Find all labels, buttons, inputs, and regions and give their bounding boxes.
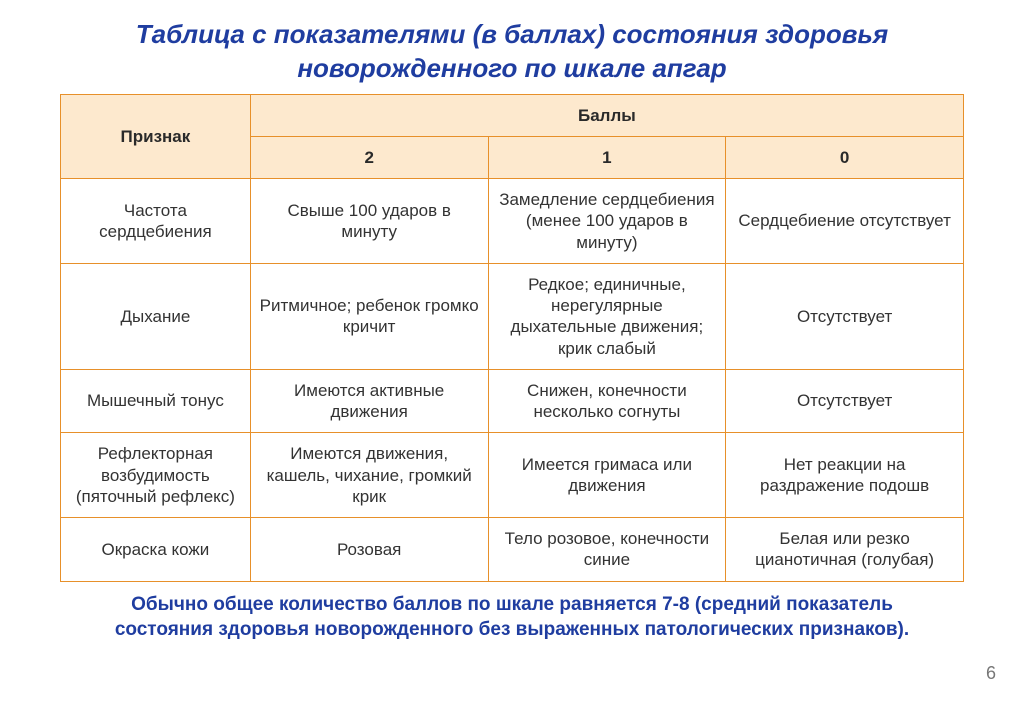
apgar-table-wrap: Признак Баллы 2 1 0 Частота сердцебиения… bbox=[0, 94, 1024, 582]
table-row: Дыхание Ритмичное; ребенок громко кричит… bbox=[61, 263, 964, 369]
apgar-table: Признак Баллы 2 1 0 Частота сердцебиения… bbox=[60, 94, 964, 582]
header-score-0: 0 bbox=[726, 136, 964, 178]
cell-score: Сердцебиение отсутствует bbox=[726, 179, 964, 264]
cell-score: Отсутствует bbox=[726, 369, 964, 433]
cell-sign: Окраска кожи bbox=[61, 518, 251, 582]
cell-score: Замедление сердцебиения (менее 100 ударо… bbox=[488, 179, 726, 264]
table-row: Мышечный тонус Имеются активные движения… bbox=[61, 369, 964, 433]
page-title: Таблица с показателями (в баллах) состоя… bbox=[0, 0, 1024, 94]
footnote: Обычно общее количество баллов по шкале … bbox=[0, 582, 1024, 643]
cell-score: Имеются активные движения bbox=[250, 369, 488, 433]
cell-score: Розовая bbox=[250, 518, 488, 582]
header-score-1: 1 bbox=[488, 136, 726, 178]
cell-score: Имеются движения, кашель, чихание, громк… bbox=[250, 433, 488, 518]
cell-score: Снижен, конечности несколько согнуты bbox=[488, 369, 726, 433]
cell-sign: Мышечный тонус bbox=[61, 369, 251, 433]
cell-score: Отсутствует bbox=[726, 263, 964, 369]
table-row: Окраска кожи Розовая Тело розовое, конеч… bbox=[61, 518, 964, 582]
cell-score: Тело розовое, конечности синие bbox=[488, 518, 726, 582]
table-row: Частота сердцебиения Свыше 100 ударов в … bbox=[61, 179, 964, 264]
header-score-2: 2 bbox=[250, 136, 488, 178]
cell-score: Редкое; единичные, нерегулярные дыхатель… bbox=[488, 263, 726, 369]
cell-score: Свыше 100 ударов в минуту bbox=[250, 179, 488, 264]
header-sign: Признак bbox=[61, 94, 251, 179]
cell-sign: Дыхание bbox=[61, 263, 251, 369]
page-number: 6 bbox=[986, 663, 996, 684]
cell-sign: Частота сердцебиения bbox=[61, 179, 251, 264]
cell-score: Белая или резко цианотичная (голубая) bbox=[726, 518, 964, 582]
cell-score: Имеется гримаса или движения bbox=[488, 433, 726, 518]
cell-score: Нет реакции на раздражение подошв bbox=[726, 433, 964, 518]
table-row: Рефлекторная возбудимость (пяточный рефл… bbox=[61, 433, 964, 518]
cell-sign: Рефлекторная возбудимость (пяточный рефл… bbox=[61, 433, 251, 518]
header-scores: Баллы bbox=[250, 94, 963, 136]
cell-score: Ритмичное; ребенок громко кричит bbox=[250, 263, 488, 369]
